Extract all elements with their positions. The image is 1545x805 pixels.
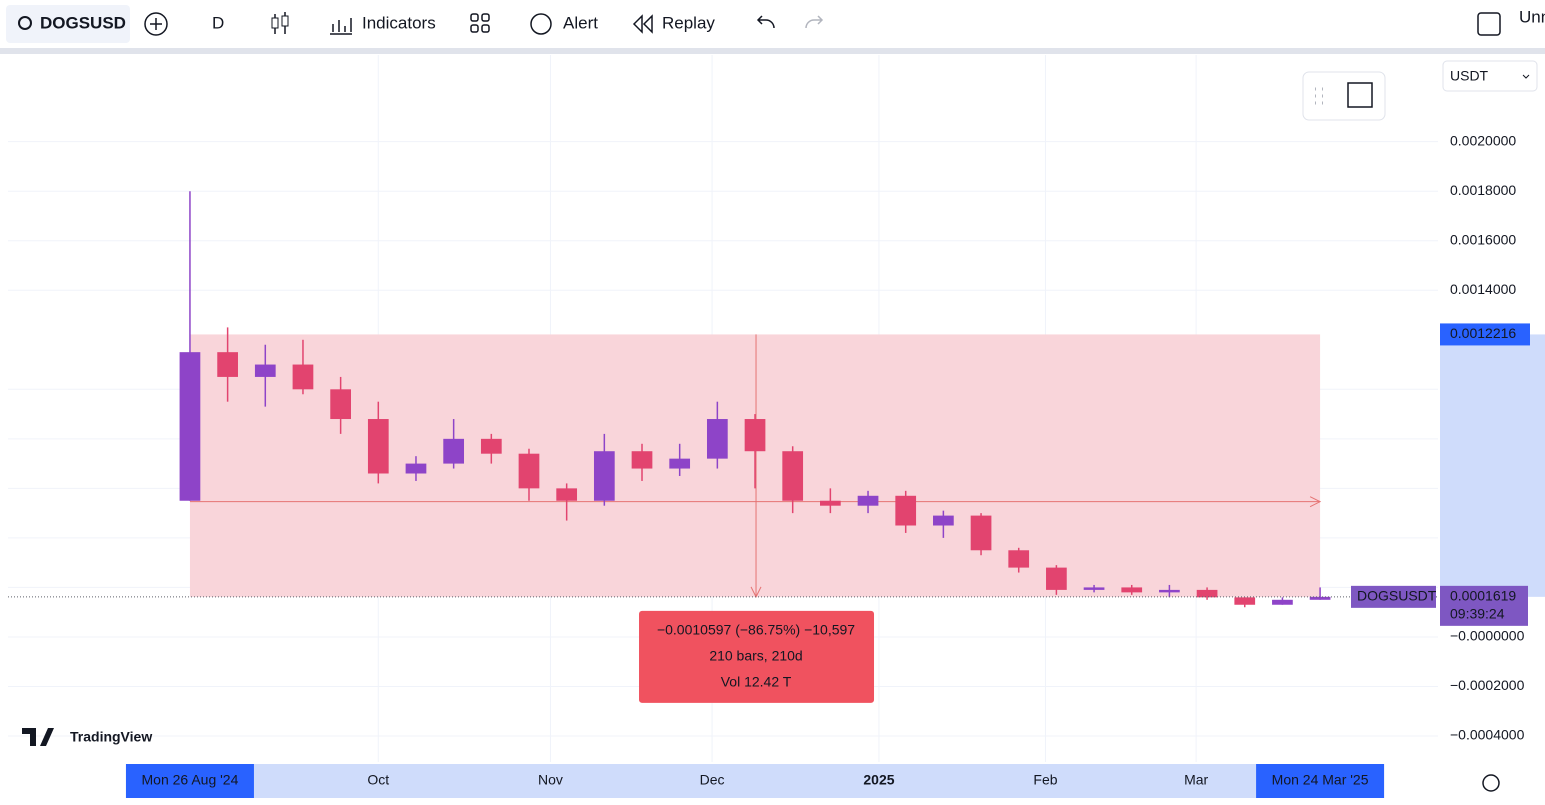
candle-body xyxy=(292,364,314,390)
undo[interactable] xyxy=(756,15,775,29)
measure-info xyxy=(639,610,875,703)
layout-name[interactable]: Unn xyxy=(1519,7,1545,26)
measure-info-line: −0.0010597 (−86.75%) −10,597 xyxy=(657,622,855,638)
y-tick-label: −0.0004000 xyxy=(1450,727,1525,743)
currency[interactable]: USDT xyxy=(1450,68,1489,84)
countdown: 09:39:24 xyxy=(1450,606,1505,622)
candle-body xyxy=(631,451,653,469)
logo-mark xyxy=(22,728,54,746)
x-crosshair-tag xyxy=(125,764,254,798)
y-tick-label: −0.0000000 xyxy=(1450,628,1525,644)
replay[interactable]: Replay xyxy=(662,13,715,32)
candle-body xyxy=(593,451,615,501)
candle-body xyxy=(254,364,276,377)
indicators[interactable]: Indicators xyxy=(362,13,436,32)
candle-body xyxy=(1046,567,1067,590)
candle-body xyxy=(405,463,427,474)
candle-body xyxy=(556,488,578,501)
candle-body xyxy=(1196,589,1218,598)
chevron xyxy=(1522,74,1530,79)
measure-arrowhead xyxy=(750,586,762,598)
x-tick-label: Oct xyxy=(367,772,389,788)
candle-body xyxy=(480,438,502,454)
alert-icon xyxy=(530,13,552,35)
price-tag xyxy=(1440,585,1528,626)
drawing-toolbar xyxy=(1302,71,1386,121)
candle-body xyxy=(782,451,804,501)
symbol-button[interactable] xyxy=(6,5,130,43)
floating-toolbar xyxy=(1302,71,1386,121)
price-tag-label: 0.0001619 xyxy=(1450,588,1516,604)
candle-icon-body xyxy=(271,17,279,29)
rectangle-tool[interactable] xyxy=(1347,82,1373,108)
y-tag-label: 0.0012216 xyxy=(1450,325,1516,341)
candle-body xyxy=(443,438,465,464)
x-tick-label: Mon 26 Aug '24 xyxy=(142,772,239,788)
measure-info-line: 210 bars, 210d xyxy=(709,648,802,664)
x-tick-label: Mon 24 Mar '25 xyxy=(1272,772,1369,788)
y-range-highlight xyxy=(1440,334,1545,597)
y-tick-label: 0.0014000 xyxy=(1450,281,1516,297)
candle-body xyxy=(1121,587,1143,593)
x-tick-label: 2025 xyxy=(863,772,894,788)
fullscreen[interactable] xyxy=(1477,12,1501,36)
candle-body xyxy=(1234,597,1256,605)
settings[interactable] xyxy=(1482,774,1500,792)
candle-body xyxy=(1309,596,1331,600)
y-tag xyxy=(1440,323,1530,346)
replay-icon xyxy=(632,14,653,34)
candle-body xyxy=(330,389,351,420)
x-tick-label: Dec xyxy=(700,772,725,788)
search-icon xyxy=(18,16,32,30)
candle-body xyxy=(706,419,728,459)
redo[interactable] xyxy=(805,15,824,29)
candle-body xyxy=(820,500,841,506)
logo-text: TradingView xyxy=(70,729,152,745)
x-range-highlight xyxy=(189,764,1321,798)
indicators-icon xyxy=(330,18,352,35)
divider xyxy=(0,48,1545,54)
candle-body xyxy=(518,453,540,489)
logo: TradingView xyxy=(22,728,152,746)
y-tick-label: 0.0016000 xyxy=(1450,231,1516,247)
candle-body xyxy=(217,352,238,377)
templates-icon[interactable] xyxy=(470,13,490,33)
symbol[interactable]: DOGSUSD xyxy=(40,13,126,32)
y-tick-label: −0.0002000 xyxy=(1450,677,1525,693)
interval[interactable]: D xyxy=(212,13,224,32)
candle-body xyxy=(970,515,992,551)
y-tick-label: 0.0020000 xyxy=(1450,132,1516,148)
x-tick-label: Mar xyxy=(1184,772,1208,788)
candle-body xyxy=(857,495,879,506)
symbol-tag xyxy=(1351,585,1436,608)
candle-body xyxy=(1272,599,1293,605)
candle-icon-body xyxy=(281,15,289,27)
candle-body xyxy=(1159,589,1180,593)
candle-body xyxy=(744,419,766,452)
candle-body xyxy=(367,419,389,474)
add-symbol[interactable] xyxy=(144,12,168,36)
alert[interactable]: Alert xyxy=(563,13,598,32)
currency-select[interactable] xyxy=(1442,60,1538,92)
plus xyxy=(150,18,162,30)
measure-arrowhead xyxy=(1309,496,1322,508)
candle-body xyxy=(1008,550,1030,568)
x-tick-label: Feb xyxy=(1033,772,1057,788)
symbol-tag-label: DOGSUSDT xyxy=(1357,588,1437,604)
x-crosshair-tag xyxy=(1256,764,1385,798)
candle-body xyxy=(1083,587,1105,590)
candle-body xyxy=(895,495,917,526)
candle-body xyxy=(933,515,954,526)
measure-info-line: Vol 12.42 T xyxy=(721,674,792,690)
x-tick-label: Nov xyxy=(538,772,563,788)
candle-body xyxy=(669,458,691,469)
drag-handle[interactable] xyxy=(1315,87,1323,105)
candle-body xyxy=(179,352,201,501)
y-tick-label: 0.0018000 xyxy=(1450,182,1516,198)
